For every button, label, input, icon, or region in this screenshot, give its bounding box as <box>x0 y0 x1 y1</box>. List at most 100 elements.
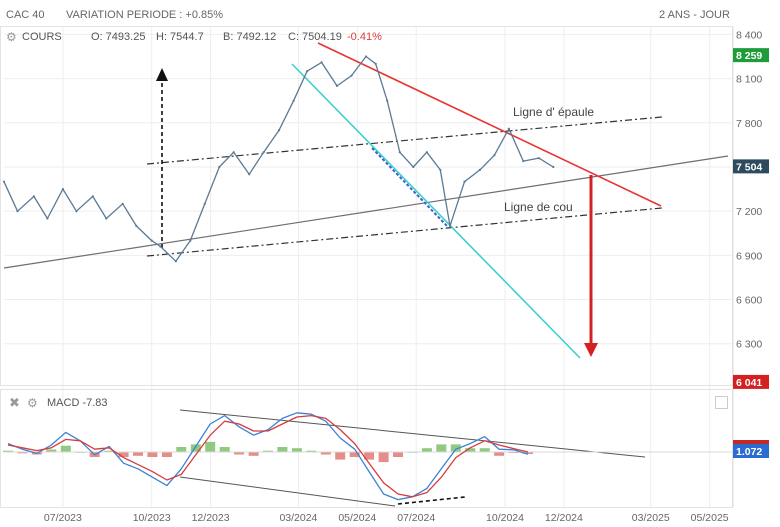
settings-icon[interactable]: ⚙ <box>27 396 38 410</box>
price-point <box>150 239 153 242</box>
macd-signal-tag-bar <box>733 440 769 444</box>
red-resistance-line <box>317 42 662 207</box>
macd-label: MACD -7.83 <box>47 397 108 409</box>
price-point <box>522 160 525 163</box>
period-label[interactable]: 2 ANS - JOUR <box>659 9 730 21</box>
blue-dashed-segment <box>371 147 448 227</box>
macd-histogram-bar <box>364 452 375 460</box>
y-tick-label: 6 300 <box>736 339 762 351</box>
price-point <box>218 165 221 169</box>
price-point <box>412 165 415 169</box>
price-point <box>159 245 162 248</box>
macd-histogram-bar <box>248 452 259 456</box>
cyan-support-line <box>291 63 581 359</box>
close-value: C: 7504.19 <box>288 31 342 43</box>
price-point <box>292 99 295 102</box>
price-point <box>537 157 540 160</box>
x-tick-label: 03/2025 <box>632 512 670 524</box>
macd-histogram-bar <box>190 444 201 452</box>
change-value: -0.41% <box>347 31 382 43</box>
macd-histogram-bar <box>3 450 13 452</box>
y-tick-label: 7 800 <box>736 118 762 130</box>
series-label: COURS <box>22 31 62 43</box>
low-value: B: 7492.12 <box>223 31 277 43</box>
y-tick-label: 6 600 <box>736 295 762 307</box>
panel-toggle-box[interactable] <box>715 396 728 409</box>
long-trendline <box>3 155 729 269</box>
target-price-tag-bg <box>733 374 769 389</box>
price-point <box>398 151 401 154</box>
price-point <box>335 84 339 87</box>
macd-histogram-bar <box>133 452 143 456</box>
high-value: H: 7544.7 <box>156 31 204 43</box>
price-point <box>32 195 36 198</box>
price-point <box>2 180 6 183</box>
price-point <box>507 127 510 130</box>
price-point <box>61 188 64 191</box>
price-point <box>262 151 265 154</box>
close-icon[interactable]: ✖ <box>9 395 20 410</box>
x-tick-label: 05/2024 <box>338 512 376 524</box>
macd-histogram-bar <box>378 452 389 463</box>
macd-value-tag-bg <box>733 444 769 458</box>
price-point <box>91 195 94 198</box>
shoulder-line-label: Ligne d' épaule <box>513 105 594 119</box>
macd-histogram-bar <box>450 444 461 452</box>
x-tick-label: 07/2024 <box>397 512 435 524</box>
macd-histogram-bar <box>523 452 533 454</box>
panel-frames <box>0 26 734 508</box>
gear-icon[interactable]: ⚙ <box>6 30 17 44</box>
macd-histogram-bar <box>465 448 476 452</box>
price-point <box>448 224 452 227</box>
price-point <box>439 168 442 171</box>
macd-signal-line <box>7 414 529 498</box>
open-value: O: 7493.25 <box>91 31 146 43</box>
macd-histogram-bar <box>335 452 346 460</box>
high-price-tag-bg <box>733 48 769 63</box>
macd-histogram <box>3 441 733 463</box>
price-point <box>478 168 481 171</box>
macd-histogram-bar <box>161 452 172 457</box>
up-arrow-head <box>156 68 168 81</box>
macd-histogram-bar <box>291 448 302 452</box>
macd-line <box>7 412 529 501</box>
price-point <box>463 180 466 183</box>
macd-value-tag: 1.072 <box>736 446 762 458</box>
target-price-tag: 6 041 <box>736 377 762 389</box>
price-point <box>425 151 428 154</box>
price-point <box>46 217 49 220</box>
x-tick-label: 10/2024 <box>486 512 524 524</box>
macd-histogram-bar <box>421 448 432 452</box>
price-point <box>105 217 108 220</box>
price-point <box>278 129 281 132</box>
price-tags: 8 259 7 504 6 041 1.072 <box>733 48 769 458</box>
price-line <box>3 55 554 262</box>
x-tick-label: 10/2023 <box>133 512 171 524</box>
series-layer <box>2 55 555 501</box>
macd-histogram-bar <box>479 448 490 452</box>
high-price-tag: 8 259 <box>736 50 762 62</box>
target-arrow-head <box>584 343 598 357</box>
price-point <box>386 99 389 102</box>
macd-histogram-bar <box>349 452 360 457</box>
x-tick-label: 03/2024 <box>279 512 317 524</box>
macd-histogram-bar <box>263 450 273 452</box>
main-panel-frame <box>0 26 733 386</box>
y-tick-label: 8 100 <box>736 74 762 86</box>
neck-line-dashed <box>146 207 663 257</box>
last-price-tag-bg <box>733 159 769 174</box>
price-point <box>320 61 323 64</box>
shoulder-line <box>146 116 663 165</box>
price-point <box>493 154 496 157</box>
price-point <box>16 210 19 213</box>
price-point <box>135 224 138 227</box>
price-point <box>232 151 235 154</box>
macd-histogram-bar <box>234 452 245 455</box>
variation-label: VARIATION PERIODE : +0.85% <box>66 9 224 21</box>
price-point <box>248 173 251 176</box>
macd-histogram-bar <box>320 452 331 455</box>
price-point <box>364 55 368 58</box>
macd-histogram-bar <box>205 441 216 452</box>
